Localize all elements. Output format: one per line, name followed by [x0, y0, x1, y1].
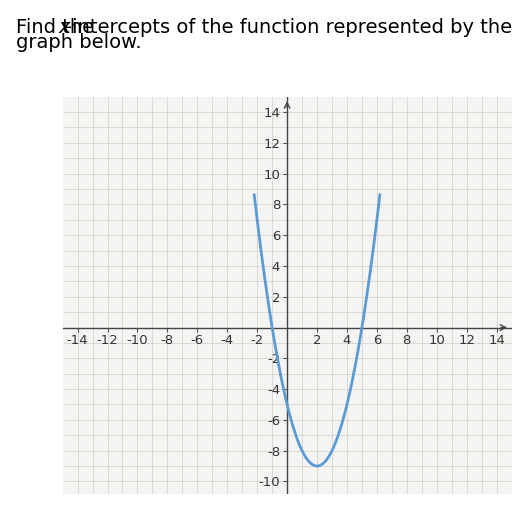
Text: graph below.: graph below. [16, 33, 141, 52]
Text: Find the: Find the [16, 18, 100, 37]
Text: x: x [58, 18, 70, 37]
Text: -intercepts of the function represented by the: -intercepts of the function represented … [65, 18, 513, 37]
